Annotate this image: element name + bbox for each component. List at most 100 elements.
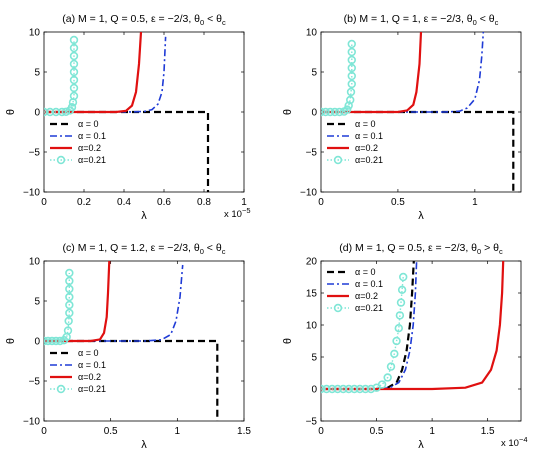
series-marker	[366, 384, 376, 394]
legend: α = 0 α = 0.1 α=0.2 α=0.21	[327, 119, 383, 165]
y-tick-label: −5	[29, 148, 41, 159]
series-marker	[395, 311, 405, 320]
y-tick-label: −5	[29, 377, 41, 388]
series-line	[44, 36, 167, 113]
chart-panel-0: 0 0.2 0.4 0.6 0.8 1 −10 −5 0 5 10 (a) M = 1, Q = 0.…	[5, 13, 251, 222]
series-line	[321, 32, 423, 114]
series-line	[44, 32, 143, 114]
series-line	[321, 110, 515, 192]
y-tick-label: −10	[23, 188, 40, 199]
title-subscript: c	[499, 247, 503, 256]
series-marker	[347, 79, 356, 89]
x-tick-label: 0	[318, 197, 324, 208]
legend-marker	[333, 155, 343, 165]
series-group	[321, 32, 515, 192]
legend-label: α = 0.1	[355, 131, 383, 141]
legend-label: α = 0.1	[355, 279, 383, 289]
series-marker	[350, 384, 359, 394]
series-group	[44, 261, 219, 421]
series-marker	[65, 300, 74, 310]
series-marker	[386, 362, 396, 371]
y-tick-label: 0	[311, 108, 317, 119]
series-marker	[65, 284, 74, 294]
series-marker	[330, 107, 340, 117]
title-text: (c) M = 1, Q = 1.2, ε = −2/3, θ	[63, 242, 200, 254]
legend-marker	[56, 155, 66, 165]
x-axis-label: λ	[141, 210, 147, 222]
legend-label: α=0.2	[78, 143, 101, 153]
title-text: (b) M = 1, Q = 1, ε = −2/3, θ	[344, 13, 473, 25]
title-subscript: c	[222, 18, 226, 27]
legend-marker	[333, 303, 343, 313]
series-line	[44, 273, 70, 342]
title-text: < θ	[477, 13, 495, 25]
title-text: > θ	[481, 242, 499, 254]
series-marker	[67, 102, 77, 112]
series-marker	[57, 107, 67, 117]
title-subscript: 0	[477, 247, 481, 256]
title-text: (d) M = 1, Q = 0.5, ε = −2/3, θ	[339, 242, 477, 254]
y-tick-label: 10	[306, 321, 318, 332]
title-subscript: 0	[200, 18, 204, 27]
series-marker	[396, 298, 406, 307]
series-marker	[326, 107, 335, 117]
y-axis-label: θ	[282, 338, 294, 344]
y-axis-label: θ	[5, 109, 17, 115]
x-tick-label: 1.5	[481, 426, 495, 437]
series-group	[321, 261, 505, 394]
chart-title: (c) M = 1, Q = 1.2, ε = −2/3, θ0 < θc	[63, 242, 226, 256]
x-tick-label: 1	[429, 426, 435, 437]
series-marker	[335, 107, 344, 117]
series-marker	[347, 63, 356, 73]
series-marker	[64, 316, 73, 326]
x-axis-label: λ	[418, 210, 424, 222]
series-marker	[347, 71, 356, 81]
x-multiplier-exponent: −4	[519, 435, 528, 444]
series-line	[321, 44, 353, 113]
series-marker	[63, 326, 73, 335]
series-marker	[346, 87, 356, 97]
x-tick-label: 0.5	[104, 426, 118, 437]
x-axis-label: λ	[418, 439, 424, 451]
series-marker	[55, 336, 65, 346]
series-marker	[321, 107, 326, 117]
x-tick-label: 0	[41, 197, 47, 208]
title-subscript: c	[222, 247, 226, 256]
series-marker	[361, 384, 370, 394]
series-marker	[347, 47, 356, 57]
x-tick-label: 1	[472, 197, 478, 208]
series-marker	[65, 308, 74, 318]
series-marker	[342, 105, 352, 114]
series-line	[321, 261, 505, 391]
chart-title: (a) M = 1, Q = 0.5, ε = −2/3, θ0 < θc	[62, 13, 226, 27]
y-axis-label: θ	[282, 109, 294, 115]
y-tick-label: 5	[311, 68, 317, 79]
series-group	[44, 32, 210, 192]
series-marker	[44, 336, 49, 346]
x-multiplier: x 10−5	[224, 206, 251, 220]
x-tick-label: 0	[318, 426, 324, 437]
series-marker	[69, 59, 79, 69]
x-multiplier: x 10−4	[501, 435, 528, 449]
series-marker	[69, 75, 79, 85]
y-tick-label: 10	[29, 257, 41, 268]
series-marker	[61, 107, 71, 117]
x-tick-label: 0.4	[117, 197, 131, 208]
series-marker	[344, 101, 353, 110]
x-tick-label: 0.2	[77, 197, 91, 208]
legend-label: α=0.2	[78, 372, 101, 382]
series-marker	[392, 336, 401, 346]
series-line	[44, 264, 184, 342]
y-tick-label: 0	[34, 337, 40, 348]
title-subscript: 0	[473, 18, 477, 27]
axes-frame	[320, 260, 522, 422]
series-marker	[65, 276, 74, 286]
series-marker	[399, 272, 408, 282]
y-tick-label: −10	[300, 188, 317, 199]
title-subscript: c	[495, 18, 499, 27]
y-axis-label: θ	[5, 338, 17, 344]
series-marker	[333, 384, 342, 394]
legend: α = 0 α = 0.1 α=0.2 α=0.21	[50, 119, 106, 165]
y-tick-label: 0	[34, 108, 40, 119]
